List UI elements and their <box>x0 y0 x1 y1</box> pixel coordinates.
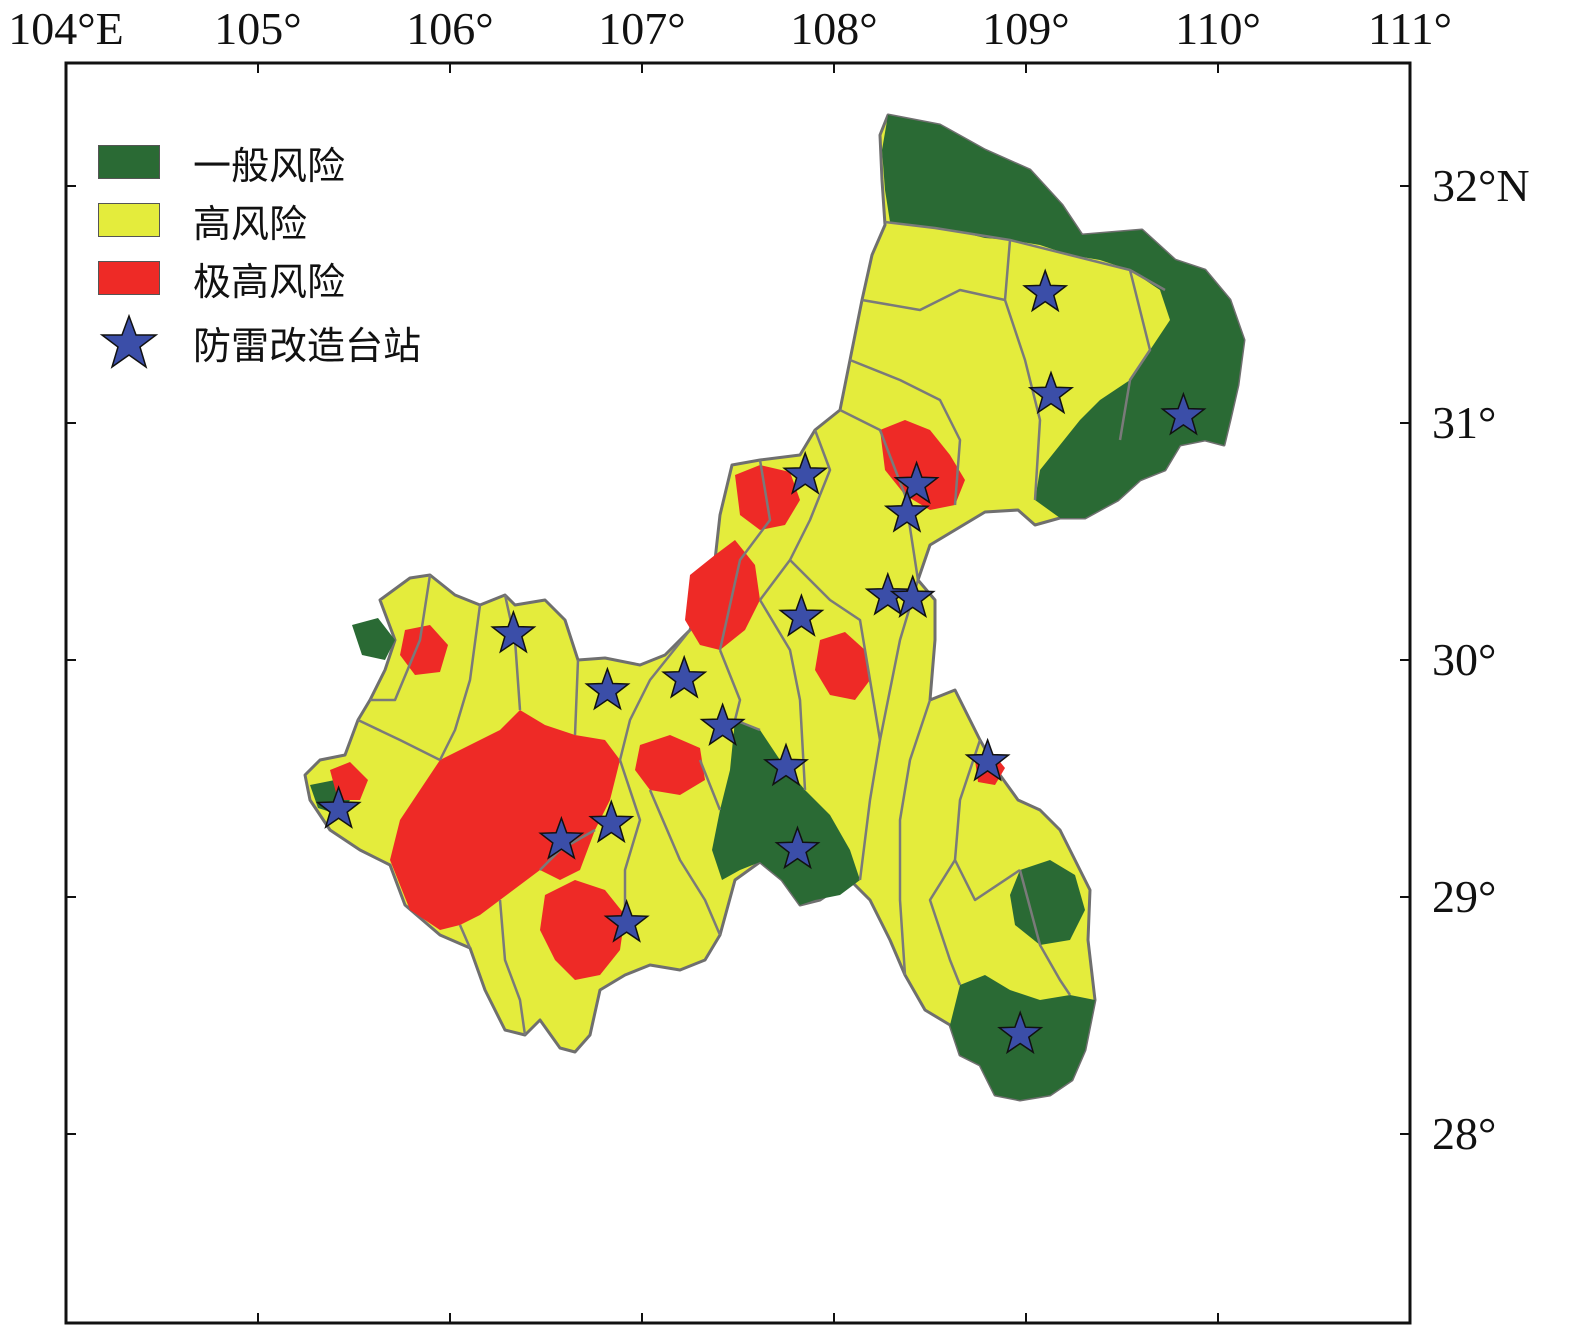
station-star-icon <box>964 737 1011 782</box>
station-star-icon <box>1022 268 1069 313</box>
red-west-a <box>400 625 448 675</box>
legend-label-general-risk: 一般风险 <box>193 143 346 188</box>
station-star-icon <box>774 825 821 870</box>
green-east-patch <box>1010 860 1085 945</box>
red-central <box>685 540 760 650</box>
station-star-icon <box>603 898 650 943</box>
lat-tick-label: 32°N <box>1432 160 1530 211</box>
lon-tick-label: 109° <box>982 3 1070 54</box>
lon-tick-label: 111° <box>1368 3 1452 54</box>
station-star-icon <box>893 460 940 505</box>
map-frame <box>64 61 1412 1325</box>
legend-item-extreme-risk: 极高风险 <box>98 256 345 304</box>
station-layer <box>315 268 1207 1055</box>
station-star-icon <box>782 450 829 495</box>
lat-tick-label: 31° <box>1432 397 1497 448</box>
station-star-icon <box>889 574 936 619</box>
station-star-icon <box>584 666 631 711</box>
red-central-b <box>635 735 705 795</box>
station-star-icon <box>762 742 810 787</box>
legend-label-station: 防雷改造台站 <box>193 323 422 368</box>
station-star-icon <box>661 654 708 699</box>
station-star-icon <box>588 799 635 844</box>
legend-swatch-general-risk <box>98 145 160 179</box>
station-star-icon <box>1027 370 1075 415</box>
station-star-icon <box>864 571 911 616</box>
region-map <box>303 113 1246 1102</box>
station-star-icon <box>538 815 585 860</box>
lon-tick-label: 104°E <box>8 3 124 54</box>
legend-item-high-risk: 高风险 <box>98 198 307 246</box>
lon-tick-label: 106° <box>406 3 494 54</box>
lon-tick-marks <box>257 63 1219 1323</box>
lat-tick-label: 30° <box>1432 634 1497 685</box>
green-central <box>712 720 860 905</box>
legend-swatch-extreme-risk <box>98 261 160 295</box>
station-star-icon <box>699 702 746 746</box>
lon-tick-label: 108° <box>790 3 878 54</box>
lon-tick-label: 105° <box>214 3 302 54</box>
lon-tick-label: 110° <box>1175 3 1261 54</box>
district-boundaries <box>357 220 1166 1036</box>
station-star-icon <box>315 785 362 829</box>
legend-label-extreme-risk: 极高风险 <box>193 259 346 304</box>
green-northeast <box>882 115 1244 518</box>
station-star-icon <box>997 1010 1044 1055</box>
green-west-patch <box>352 618 395 660</box>
station-star-icon <box>883 488 931 533</box>
lat-tick-marks <box>66 185 1410 1135</box>
lat-tick-label: 28° <box>1432 1108 1497 1159</box>
star-icon <box>99 314 159 369</box>
red-southwest <box>390 710 620 930</box>
legend-item-station: 防雷改造台站 <box>98 314 421 369</box>
station-star-icon <box>778 593 825 637</box>
legend-label-high-risk: 高风险 <box>193 201 308 246</box>
station-star-icon <box>490 609 537 654</box>
red-mid <box>815 632 870 700</box>
lon-tick-label: 107° <box>598 3 686 54</box>
station-star-icon <box>1160 391 1207 436</box>
legend-swatch-high-risk <box>98 203 160 237</box>
lat-tick-label: 29° <box>1432 871 1497 922</box>
legend-item-general-risk: 一般风险 <box>98 140 345 188</box>
red-south <box>540 880 625 980</box>
